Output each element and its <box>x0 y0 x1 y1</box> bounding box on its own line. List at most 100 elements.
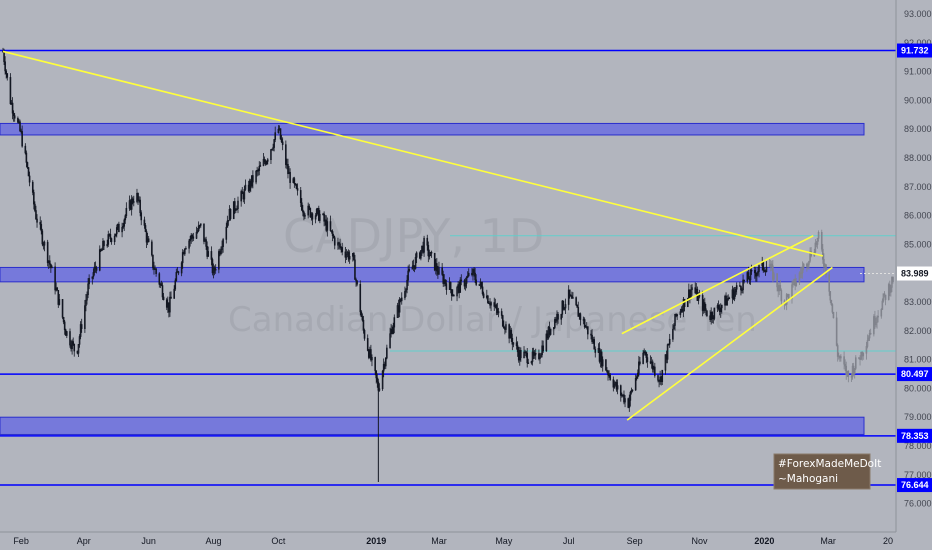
candle-388 <box>577 301 580 317</box>
candle-455 <box>676 313 678 320</box>
y-tick-label-13: 81.000 <box>904 355 932 365</box>
candle-305 <box>453 293 455 297</box>
candle-182 <box>271 148 273 151</box>
candle-508 <box>756 272 758 282</box>
candle-489 <box>727 294 729 301</box>
candle-136 <box>203 223 205 245</box>
zone-2[interactable] <box>0 266 865 283</box>
candle-375 <box>557 312 559 324</box>
hidden-candle-67 <box>866 334 869 349</box>
candle-408 <box>607 369 609 381</box>
candle-261 <box>389 327 391 349</box>
candle-204 <box>303 210 305 221</box>
candle-296 <box>441 263 443 276</box>
candle-97 <box>144 222 147 233</box>
hidden-candle-43 <box>830 299 833 306</box>
candle-425 <box>631 389 634 393</box>
hidden-candle-50 <box>840 354 842 362</box>
candle-13 <box>19 119 21 132</box>
y-tick-label-8: 86.000 <box>904 211 932 221</box>
candle-246 <box>366 334 369 352</box>
candle-268 <box>398 297 401 318</box>
price-axis[interactable]: 93.000 92.000 91.000 90.000 89.000 88.000 87.0… <box>895 0 932 550</box>
candle-198 <box>294 183 297 186</box>
candle-98 <box>145 229 148 249</box>
trendline-2[interactable] <box>621 235 814 335</box>
candle-185 <box>274 126 277 143</box>
candle-201 <box>299 186 302 208</box>
x-tick-label-11: Nov <box>691 536 708 546</box>
candle-16 <box>24 143 27 155</box>
time-axis[interactable]: Feb Apr Jun Aug Oct 2019 Mar May Jul Sep Nov 2020 Ma… <box>0 531 932 550</box>
candle-274 <box>407 265 409 286</box>
candle-90 <box>132 195 135 207</box>
candle-488 <box>726 295 728 306</box>
hidden-candle-6 <box>776 273 778 292</box>
candle-314 <box>466 271 469 279</box>
time-axis-background <box>0 532 932 550</box>
candle-415 <box>616 379 619 395</box>
candle-302 <box>449 281 452 294</box>
candle-360 <box>534 348 537 360</box>
hidden-candle-71 <box>873 314 875 337</box>
candle-52 <box>77 344 80 358</box>
y-tick-label-4: 90.000 <box>904 95 932 105</box>
candle-275 <box>408 264 410 273</box>
candle-43 <box>63 320 66 335</box>
candle-431 <box>642 350 644 365</box>
candle-206 <box>307 202 309 219</box>
candle-4 <box>5 69 7 79</box>
candle-411 <box>612 376 615 392</box>
candle-293 <box>436 257 438 276</box>
candle-75 <box>110 237 113 245</box>
candle-39 <box>57 290 60 308</box>
trendline-3[interactable] <box>626 266 833 421</box>
candle-84 <box>124 214 127 224</box>
note-box[interactable]: #ForexMadeMeDoIt ~Mahogani <box>773 453 881 490</box>
candle-494 <box>734 286 737 297</box>
candle-482 <box>717 300 720 311</box>
candle-54 <box>79 321 82 340</box>
zone-1[interactable] <box>0 122 865 136</box>
level-price-label-4: 76.644 <box>897 478 932 493</box>
candle-162 <box>241 187 244 194</box>
candle-189 <box>280 134 283 144</box>
candle-309 <box>459 277 462 293</box>
candle-24 <box>35 205 37 220</box>
zone-3[interactable] <box>0 416 865 435</box>
candle-396 <box>590 330 592 340</box>
candle-89 <box>131 196 134 205</box>
trendline-1[interactable] <box>2 50 824 257</box>
candle-225 <box>333 235 336 250</box>
candle-420 <box>624 395 626 408</box>
candle-397 <box>591 329 593 344</box>
candle-36 <box>54 262 56 295</box>
candle-55 <box>80 318 83 333</box>
svg-text:83.989: 83.989 <box>901 269 929 279</box>
candle-378 <box>562 300 565 311</box>
candle-350 <box>520 347 522 362</box>
candle-85 <box>125 202 128 219</box>
candle-53 <box>78 334 81 348</box>
hidden-candle-66 <box>865 342 868 360</box>
candle-347 <box>516 341 519 357</box>
candle-448 <box>666 343 669 364</box>
candle-381 <box>567 285 570 311</box>
candle-74 <box>109 228 112 243</box>
x-tick-label-5: Oct <box>271 536 286 546</box>
candle-63 <box>93 262 96 276</box>
candle-276 <box>411 260 414 270</box>
candle-441 <box>657 374 659 383</box>
hidden-candle-79 <box>883 291 886 298</box>
hidden-candle-36 <box>820 229 823 252</box>
hidden-candle-35 <box>817 230 820 242</box>
candle-260 <box>386 344 388 360</box>
y-tick-label-15: 79.000 <box>904 412 932 422</box>
candle-142 <box>211 257 214 276</box>
candle-115 <box>170 291 172 299</box>
candle-376 <box>560 313 563 325</box>
candle-114 <box>169 291 171 317</box>
candle-172 <box>256 166 258 177</box>
candle-363 <box>540 352 542 358</box>
